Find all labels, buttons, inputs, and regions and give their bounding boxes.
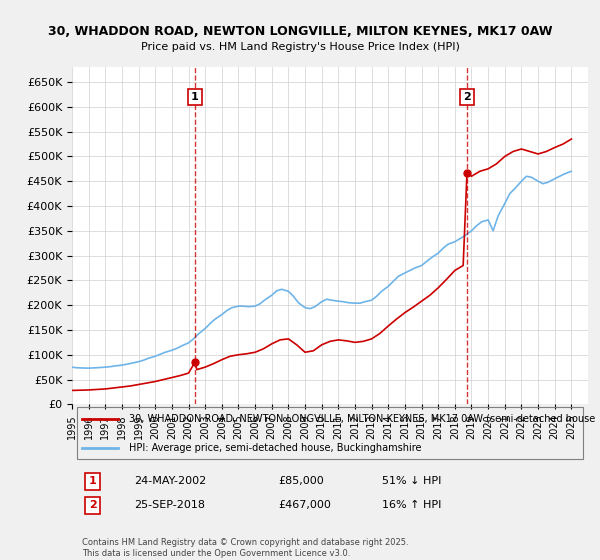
Text: 25-SEP-2018: 25-SEP-2018 [134,501,205,511]
Text: 1: 1 [191,92,199,102]
Text: 2: 2 [89,501,97,511]
Text: Contains HM Land Registry data © Crown copyright and database right 2025.
This d: Contains HM Land Registry data © Crown c… [82,538,409,558]
Text: 16% ↑ HPI: 16% ↑ HPI [382,501,441,511]
Text: 30, WHADDON ROAD, NEWTON LONGVILLE, MILTON KEYNES, MK17 0AW (semi-detached house: 30, WHADDON ROAD, NEWTON LONGVILLE, MILT… [129,414,595,424]
Text: £467,000: £467,000 [278,501,331,511]
Text: 30, WHADDON ROAD, NEWTON LONGVILLE, MILTON KEYNES, MK17 0AW: 30, WHADDON ROAD, NEWTON LONGVILLE, MILT… [48,25,552,38]
Text: HPI: Average price, semi-detached house, Buckinghamshire: HPI: Average price, semi-detached house,… [129,442,421,452]
Text: 51% ↓ HPI: 51% ↓ HPI [382,476,441,486]
Text: 24-MAY-2002: 24-MAY-2002 [134,476,206,486]
Text: 2: 2 [463,92,471,102]
Text: 1: 1 [89,476,97,486]
Text: £85,000: £85,000 [278,476,324,486]
Text: Price paid vs. HM Land Registry's House Price Index (HPI): Price paid vs. HM Land Registry's House … [140,42,460,52]
